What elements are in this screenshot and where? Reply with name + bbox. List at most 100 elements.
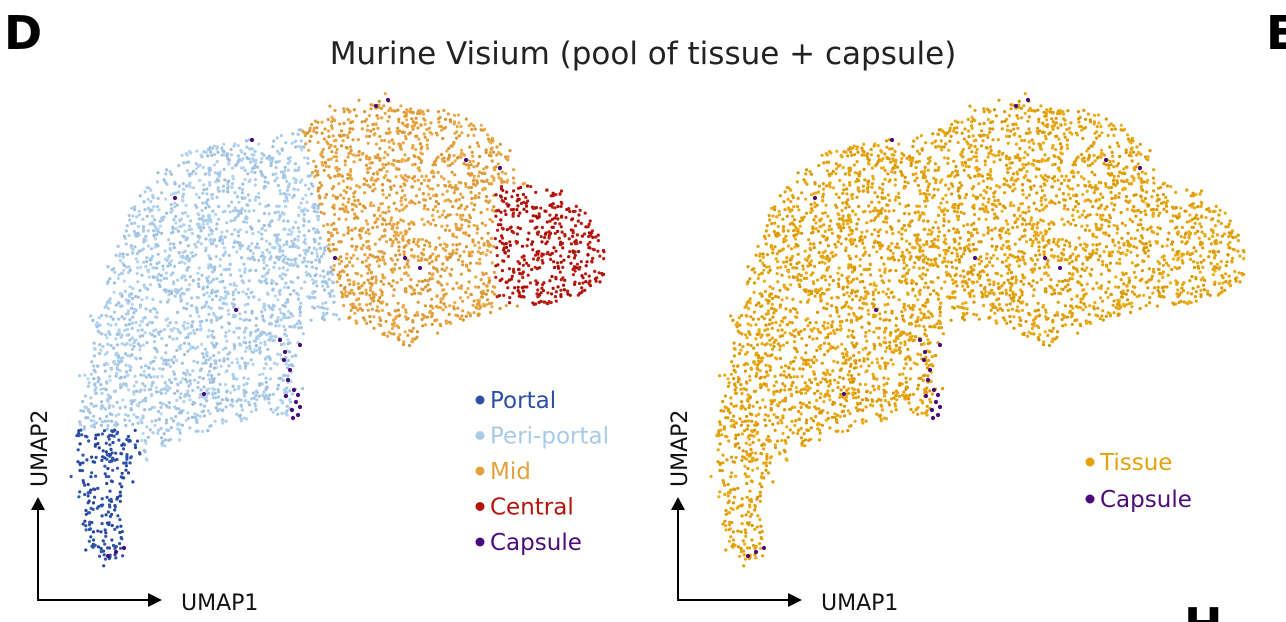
data-point — [441, 308, 445, 312]
data-point — [348, 130, 352, 134]
data-point — [367, 268, 371, 272]
data-point — [172, 218, 176, 222]
data-point — [201, 222, 205, 226]
data-point — [1104, 182, 1108, 186]
data-point — [419, 123, 423, 127]
data-point — [285, 366, 289, 370]
data-point — [286, 185, 290, 189]
data-point — [140, 273, 144, 277]
data-point — [410, 254, 414, 258]
data-point — [172, 282, 176, 286]
data-point — [320, 150, 324, 154]
data-point — [311, 295, 315, 299]
data-point — [228, 351, 232, 355]
data-point — [105, 495, 109, 499]
data-point — [332, 185, 336, 189]
data-point — [108, 489, 112, 493]
data-point — [1238, 254, 1242, 258]
data-point — [222, 359, 226, 363]
data-point — [99, 387, 103, 391]
data-point — [457, 206, 461, 210]
data-point — [278, 292, 282, 296]
data-point — [271, 392, 275, 396]
data-point — [286, 161, 290, 165]
data-point-capsule — [417, 265, 423, 271]
data-point — [133, 374, 137, 378]
data-point — [458, 296, 463, 300]
data-point — [1098, 242, 1102, 246]
data-point — [222, 246, 227, 250]
data-point — [406, 273, 410, 278]
data-point — [434, 258, 438, 262]
data-point — [120, 333, 124, 337]
data-point — [268, 356, 272, 360]
data-point — [222, 142, 226, 146]
data-point — [239, 398, 243, 402]
data-point — [214, 227, 219, 231]
data-point — [445, 266, 449, 270]
data-point — [262, 266, 266, 270]
data-point — [376, 156, 380, 160]
data-point — [84, 524, 88, 528]
data-point — [366, 228, 370, 232]
data-point — [121, 261, 125, 265]
data-point — [438, 115, 442, 119]
data-point — [302, 219, 306, 223]
data-point — [507, 203, 511, 207]
data-point — [226, 190, 230, 194]
data-point — [296, 264, 300, 269]
data-point — [271, 287, 275, 291]
data-point — [556, 229, 560, 233]
data-point — [721, 453, 725, 457]
data-point — [225, 389, 229, 393]
data-point — [389, 218, 393, 222]
data-point — [351, 127, 355, 131]
data-point — [504, 304, 508, 308]
data-point — [101, 539, 105, 543]
data-point — [349, 308, 353, 312]
data-point — [159, 405, 163, 409]
data-point — [371, 189, 375, 193]
data-point — [326, 230, 331, 234]
data-point — [1061, 313, 1065, 317]
data-point — [359, 274, 363, 278]
data-point — [164, 197, 168, 201]
data-point — [320, 154, 324, 159]
data-point — [375, 225, 379, 229]
data-point — [895, 242, 899, 246]
data-point — [162, 215, 166, 219]
data-point — [988, 130, 992, 134]
data-point — [153, 237, 158, 241]
data-point — [254, 161, 258, 165]
data-point — [185, 380, 189, 384]
data-point — [1020, 250, 1024, 254]
data-point — [427, 271, 432, 275]
data-point — [174, 321, 178, 325]
data-point — [207, 263, 211, 267]
data-point — [507, 267, 511, 271]
data-point — [467, 254, 471, 258]
data-point — [554, 275, 558, 280]
data-point — [289, 232, 293, 236]
data-point — [478, 170, 482, 174]
data-point — [441, 192, 445, 197]
data-point — [125, 453, 129, 457]
data-point — [371, 122, 375, 126]
data-point — [348, 315, 352, 319]
data-point — [502, 293, 506, 297]
data-point — [150, 321, 154, 325]
data-point — [395, 222, 399, 226]
data-point — [413, 162, 417, 166]
data-point — [191, 186, 196, 190]
data-point — [264, 272, 268, 276]
data-point — [518, 227, 523, 231]
data-point — [105, 521, 109, 525]
data-point — [165, 384, 169, 388]
data-point — [176, 229, 180, 233]
data-point — [380, 250, 384, 254]
data-point — [176, 278, 180, 282]
data-point — [340, 295, 344, 299]
data-point — [282, 388, 286, 392]
data-point — [376, 177, 380, 181]
data-point — [205, 192, 209, 196]
